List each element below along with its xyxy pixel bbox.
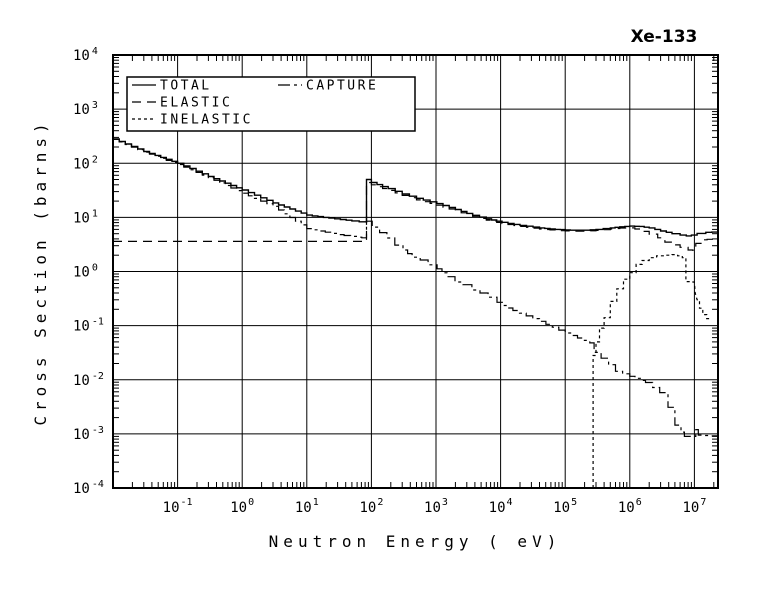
y-tick-label: 10 2 — [73, 154, 98, 172]
x-tick-label: 10-1 — [163, 497, 193, 516]
plot-title: Xe-133 — [631, 27, 698, 47]
series-curve-capture — [113, 138, 718, 437]
series-curve-inelastic — [592, 254, 710, 488]
series-curve-elastic — [113, 181, 718, 251]
x-axis-label: Neutron Energy ( eV) — [269, 532, 562, 551]
x-tick-label: 106 — [618, 497, 642, 516]
y-tick-label: 10 -2 — [73, 371, 104, 389]
x-tick-label: 104 — [489, 497, 513, 516]
legend-label-capture: CAPTURE — [306, 79, 378, 94]
plot-border — [112, 54, 719, 489]
y-tick-label: 10 3 — [73, 100, 98, 118]
series-curve-total — [113, 138, 718, 237]
x-tick-label: 102 — [359, 497, 383, 516]
y-tick-label: 10 4 — [73, 46, 98, 64]
y-axis-label: Cross Section (barns) — [31, 118, 50, 425]
x-tick-label: 103 — [424, 497, 448, 516]
y-tick-label: 10 1 — [73, 208, 98, 226]
x-tick-label: 100 — [230, 497, 254, 516]
y-tick-label: 10 -4 — [73, 479, 104, 497]
x-tick-label: 105 — [553, 497, 577, 516]
legend-box — [126, 76, 416, 132]
x-tick-label: 101 — [295, 497, 319, 516]
y-tick-label: 10 -1 — [73, 317, 104, 335]
y-tick-label: 10 0 — [73, 263, 98, 281]
y-tick-label: 10 -3 — [73, 425, 104, 443]
x-tick-label: 107 — [682, 497, 706, 516]
legend-label-inelastic: INELASTIC — [160, 113, 253, 128]
legend-label-elastic: ELASTIC — [160, 96, 232, 111]
legend-label-total: TOTAL — [160, 79, 212, 94]
